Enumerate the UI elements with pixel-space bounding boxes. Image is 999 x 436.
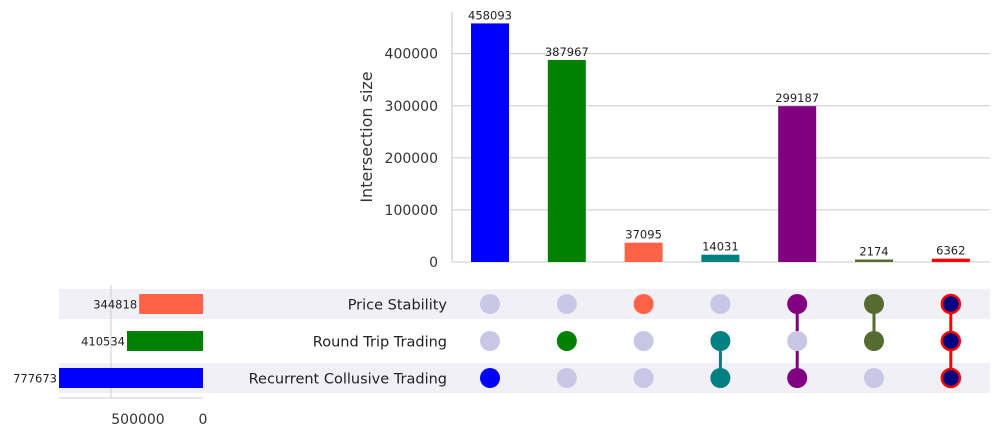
intersection-bar [778,106,817,263]
matrix-row-stripe [59,363,990,393]
matrix-dot-active [710,331,731,351]
matrix-dot-active [787,368,808,388]
matrix-dot-active [940,330,962,352]
intersection-bar [471,23,509,262]
y-axis-title: Intersection size [357,71,376,202]
matrix-dot-inactive [556,368,577,388]
set-size-bar [126,331,203,351]
matrix-stripes [59,289,990,393]
y-tick-label: 0 [429,255,438,271]
set-label: Round Trip Trading [313,335,447,351]
intersection-bar [701,254,740,262]
intersection-bars: 458093 387967 37095 14031 299187 2174 6362 [468,8,970,263]
set-size-tick-label: 500000 [111,412,164,428]
matrix-dot-active [556,331,577,351]
set-size-label: 777673 [13,372,57,386]
matrix-dot-inactive [480,294,500,314]
y-axis: 0 100000 200000 300000 400000 Intersection si… [357,12,453,271]
matrix-dot-active [480,368,500,388]
bar-value-label: 37095 [625,228,662,242]
matrix-dot-active [633,294,654,314]
matrix-dot-active [864,331,884,351]
bar-value-label: 387967 [545,45,589,59]
set-size-label: 344818 [93,298,137,312]
y-tick-label: 400000 [385,47,438,63]
intersection-bar [931,258,970,262]
bar-value-label: 14031 [702,240,739,254]
intersection-bar [624,242,663,262]
set-size-bar [59,368,203,388]
bar-value-label: 6362 [936,244,965,258]
matrix-dot-active [864,294,884,314]
set-label: Price Stability [348,298,448,314]
gridlines [452,53,990,263]
y-tick-label: 200000 [385,151,438,167]
bar-value-label: 458093 [468,8,512,22]
matrix-dot-inactive [710,294,731,314]
matrix-dot-active [787,294,808,314]
set-size-bars: 344818 410534 777673 500000 0 [13,285,207,428]
intersection-bar [547,59,586,262]
matrix-dot-active [940,367,962,389]
matrix-dot-inactive [787,331,808,351]
set-size-bar [139,294,203,314]
matrix-dot-inactive [633,368,654,388]
bar-value-label: 299187 [775,91,819,105]
matrix-row-stripe [59,289,990,319]
matrix-dot-active [710,368,731,388]
bar-value-label: 2174 [859,245,888,259]
y-tick-label: 100000 [385,203,438,219]
set-size-tick-label: 0 [199,412,208,428]
set-size-label: 410534 [81,335,125,349]
matrix-dot-active [940,293,962,315]
matrix: Price Stability Round Trip Trading Recurre… [249,293,962,389]
matrix-dot-inactive [480,331,500,351]
set-label: Recurrent Collusive Trading [249,372,447,388]
intersection-bar [855,259,893,262]
y-tick-label: 300000 [385,99,438,115]
matrix-dot-inactive [556,294,577,314]
matrix-dot-inactive [864,368,884,388]
matrix-dot-inactive [633,331,654,351]
